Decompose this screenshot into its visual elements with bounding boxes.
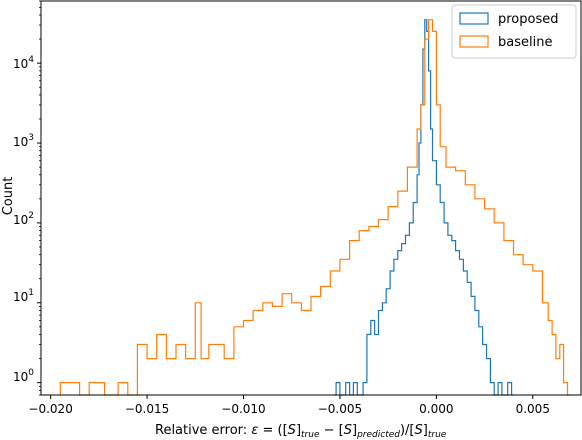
y-tick-label-1e3: 103 <box>13 133 34 149</box>
plot-area <box>59 19 570 396</box>
legend: proposed baseline <box>451 4 577 59</box>
x-tick-label: −0.010 <box>221 402 265 416</box>
axes: −0.020 −0.015 −0.010 −0.005 0.000 0.005 <box>28 0 582 416</box>
legend-swatch-proposed <box>459 12 489 25</box>
legend-label-proposed: proposed <box>498 12 559 27</box>
plot-frame <box>40 0 582 396</box>
legend-box <box>451 4 577 59</box>
series-proposed <box>334 19 514 396</box>
x-axis-label: Relative error: ε = ([S]true − [S]predic… <box>155 423 447 440</box>
y-tick-label-1e4: 104 <box>13 55 34 71</box>
y-axis-label: Count <box>1 177 16 216</box>
x-tick-label: −0.020 <box>28 402 72 416</box>
x-tick-label: 0.000 <box>419 402 453 416</box>
legend-swatch-baseline <box>459 35 489 48</box>
x-tick-label: −0.015 <box>125 402 169 416</box>
y-tick-label-1e1: 101 <box>13 288 34 304</box>
series-baseline <box>59 19 570 396</box>
y-tick-label-1e2: 102 <box>13 211 34 227</box>
x-tick-label: 0.005 <box>516 402 550 416</box>
y-tick-label-1e0: 100 <box>13 368 34 384</box>
x-tick-label: −0.005 <box>318 402 362 416</box>
legend-label-baseline: baseline <box>498 35 552 50</box>
